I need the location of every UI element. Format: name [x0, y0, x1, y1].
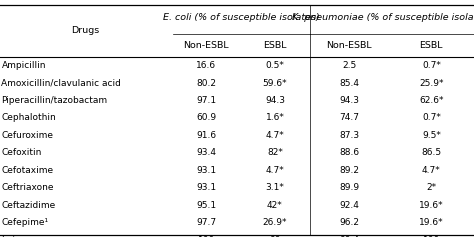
Text: 0.7*: 0.7*	[422, 114, 441, 123]
Text: 93.1: 93.1	[196, 183, 216, 192]
Text: Non-ESBL: Non-ESBL	[327, 41, 372, 50]
Text: 26.9*: 26.9*	[263, 218, 287, 227]
Text: Ceftazidime: Ceftazidime	[1, 201, 55, 210]
Text: Ampicillin: Ampicillin	[1, 61, 46, 70]
Text: 85.4: 85.4	[339, 78, 359, 87]
Text: 4.7*: 4.7*	[265, 166, 284, 175]
Text: 25.9*: 25.9*	[419, 78, 444, 87]
Text: 89.9: 89.9	[339, 183, 359, 192]
Text: Amoxicillin/clavulanic acid: Amoxicillin/clavulanic acid	[1, 78, 121, 87]
Text: 96.2: 96.2	[339, 218, 359, 227]
Text: 60.9: 60.9	[196, 114, 216, 123]
Text: 93.1: 93.1	[196, 166, 216, 175]
Text: 16.6: 16.6	[196, 61, 216, 70]
Text: 100: 100	[198, 236, 215, 237]
Text: 59.6*: 59.6*	[263, 78, 287, 87]
Text: 95.1: 95.1	[196, 201, 216, 210]
Text: 94.3: 94.3	[265, 96, 285, 105]
Text: 99: 99	[269, 236, 281, 237]
Text: 94.3: 94.3	[339, 96, 359, 105]
Text: Imipenem: Imipenem	[1, 236, 47, 237]
Text: 2.5: 2.5	[342, 61, 356, 70]
Text: 100: 100	[423, 236, 440, 237]
Text: 9.5*: 9.5*	[422, 131, 441, 140]
Text: 2*: 2*	[426, 183, 437, 192]
Text: Cefoxitin: Cefoxitin	[1, 148, 42, 157]
Text: 0.5*: 0.5*	[265, 61, 284, 70]
Text: Ceftriaxone: Ceftriaxone	[1, 183, 54, 192]
Text: E. coli (% of susceptible isolates): E. coli (% of susceptible isolates)	[164, 13, 320, 22]
Text: 87.3: 87.3	[339, 131, 359, 140]
Text: 82*: 82*	[267, 148, 283, 157]
Text: 4.7*: 4.7*	[265, 131, 284, 140]
Text: Cefepime¹: Cefepime¹	[1, 218, 48, 227]
Text: 1.6*: 1.6*	[265, 114, 284, 123]
Text: Cefuroxime: Cefuroxime	[1, 131, 54, 140]
Text: 92.4: 92.4	[339, 201, 359, 210]
Text: 4.7*: 4.7*	[422, 166, 441, 175]
Text: 74.7: 74.7	[339, 114, 359, 123]
Text: 97.7: 97.7	[196, 218, 216, 227]
Text: 19.6*: 19.6*	[419, 218, 444, 227]
Text: 42*: 42*	[267, 201, 283, 210]
Text: 62.6*: 62.6*	[419, 96, 444, 105]
Text: 86.5: 86.5	[421, 148, 441, 157]
Text: 89.2: 89.2	[339, 166, 359, 175]
Text: 97.1: 97.1	[196, 96, 216, 105]
Text: 88.6: 88.6	[339, 148, 359, 157]
Text: 19.6*: 19.6*	[419, 201, 444, 210]
Text: 0.7*: 0.7*	[422, 61, 441, 70]
Text: Piperacillin/tazobactam: Piperacillin/tazobactam	[1, 96, 108, 105]
Text: 91.6: 91.6	[196, 131, 216, 140]
Text: Non-ESBL: Non-ESBL	[183, 41, 229, 50]
Text: 99.4: 99.4	[339, 236, 359, 237]
Text: ESBL: ESBL	[263, 41, 287, 50]
Text: 3.1*: 3.1*	[265, 183, 284, 192]
Text: 80.2: 80.2	[196, 78, 216, 87]
Text: 93.4: 93.4	[196, 148, 216, 157]
Text: Drugs: Drugs	[71, 26, 100, 35]
Text: Cefotaxime: Cefotaxime	[1, 166, 54, 175]
Text: ESBL: ESBL	[419, 41, 443, 50]
Text: Cephalothin: Cephalothin	[1, 114, 56, 123]
Text: K. pneumoniae (% of susceptible isolates): K. pneumoniae (% of susceptible isolates…	[292, 13, 474, 22]
